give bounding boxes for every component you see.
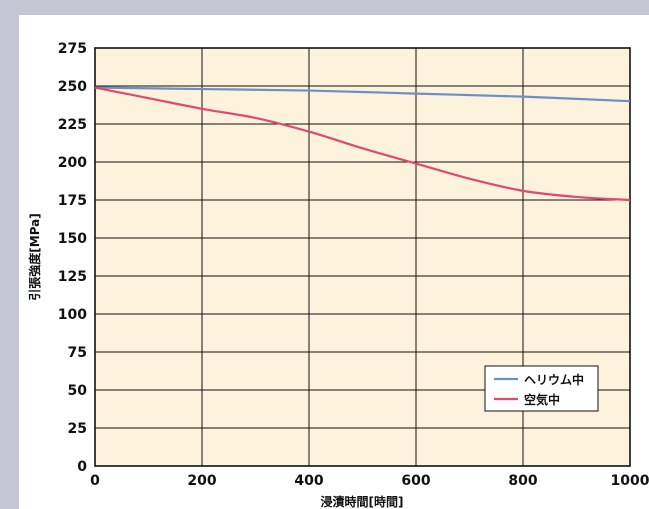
legend: ヘリウム中 空気中: [485, 366, 598, 411]
x-tick-labels: 0 200 400 600 800 1000: [90, 473, 649, 489]
chart-panel: 0 25 50 75 100 125 150 175 200 225 250 275 0 200 400 6…: [19, 15, 649, 509]
y-tick-label-275: 275: [58, 41, 87, 57]
y-tick-label-175: 175: [58, 193, 87, 209]
legend-label-air: 空気中: [524, 392, 560, 407]
x-tick-label-800: 800: [508, 473, 537, 489]
y-axis-title: 引張強度[MPa]: [27, 213, 42, 300]
x-tick-label-400: 400: [294, 473, 323, 489]
legend-label-helium: ヘリウム中: [524, 372, 584, 387]
y-tick-label-25: 25: [68, 421, 87, 437]
x-tick-label-0: 0: [90, 473, 100, 489]
y-tick-labels: 0 25 50 75 100 125 150 175 200 225 250 275: [58, 41, 87, 475]
x-tick-label-1000: 1000: [611, 473, 649, 489]
y-tick-label-125: 125: [58, 269, 87, 285]
y-tick-label-150: 150: [58, 231, 87, 247]
y-tick-label-75: 75: [68, 345, 87, 361]
x-tick-label-200: 200: [187, 473, 216, 489]
y-tick-label-50: 50: [68, 383, 88, 399]
y-tick-label-225: 225: [58, 117, 87, 133]
y-tick-label-250: 250: [58, 79, 87, 95]
y-tick-label-100: 100: [58, 307, 87, 323]
y-tick-label-200: 200: [58, 155, 87, 171]
y-tick-label-0: 0: [77, 459, 87, 475]
x-axis-title: 浸漬時間[時間]: [321, 494, 404, 509]
x-tick-label-600: 600: [401, 473, 430, 489]
line-chart: 0 25 50 75 100 125 150 175 200 225 250 275 0 200 400 6…: [19, 15, 649, 509]
